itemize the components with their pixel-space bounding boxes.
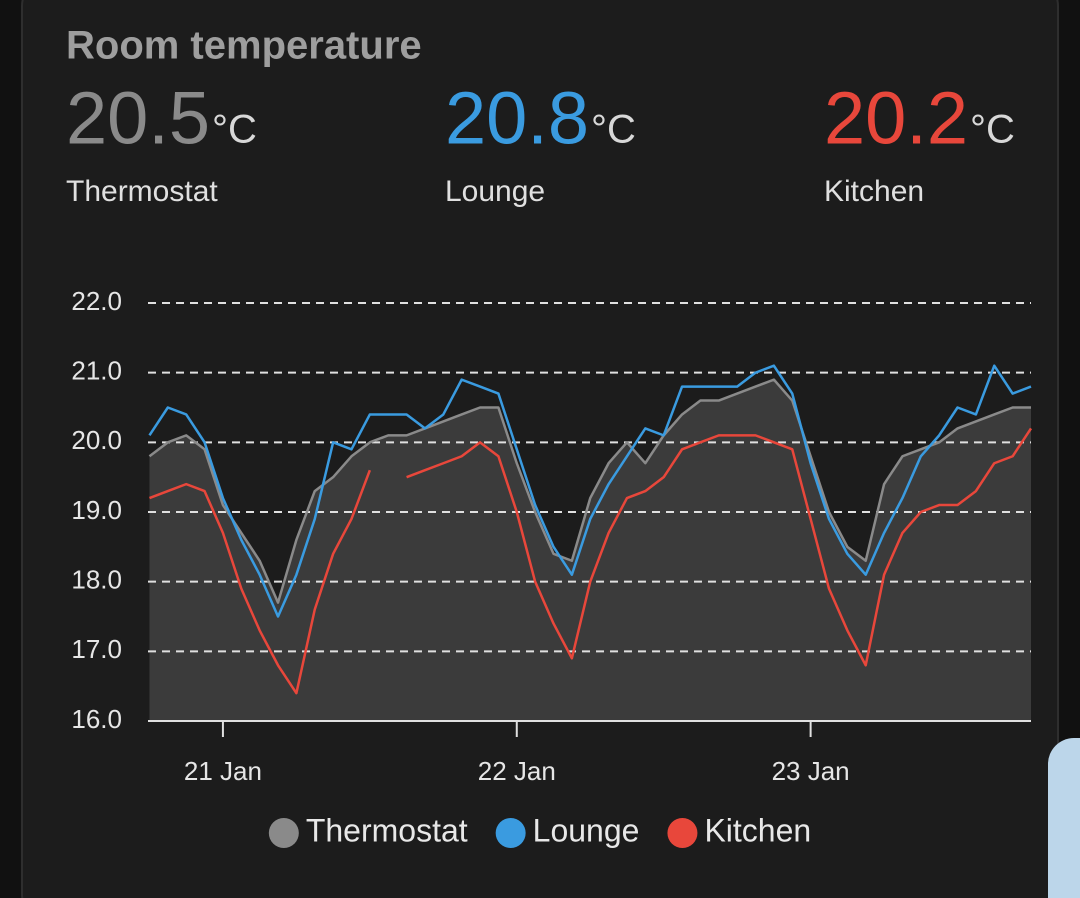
legend-label: Lounge xyxy=(533,812,640,848)
entity-name: Kitchen xyxy=(824,175,924,208)
entity-value: 20.2 xyxy=(824,77,968,160)
y-tick-label: 20.0 xyxy=(71,425,122,455)
entity-unit: °C xyxy=(212,108,257,152)
legend-swatch xyxy=(495,818,526,848)
entity-value: 20.8 xyxy=(445,77,589,160)
line xyxy=(148,364,1032,618)
side-panel-edge xyxy=(1048,738,1080,898)
card-title: Room temperature xyxy=(66,24,422,68)
legend: Thermostat Lounge Kitchen xyxy=(268,812,811,848)
entity-name: Lounge xyxy=(445,175,545,208)
y-tick-label: 17.0 xyxy=(71,634,122,664)
x-tick-label: 23 Jan xyxy=(772,756,850,786)
legend-label: Thermostat xyxy=(306,812,468,848)
entity-unit: °C xyxy=(970,108,1015,152)
entity-unit: °C xyxy=(591,108,636,152)
legend-label: Kitchen xyxy=(704,812,811,848)
x-tick-label: 22 Jan xyxy=(478,756,556,786)
y-tick-label: 16.0 xyxy=(71,704,122,734)
legend-swatch xyxy=(667,818,698,848)
line xyxy=(149,427,1033,695)
legend-swatch xyxy=(268,818,299,848)
y-tick-label: 18.0 xyxy=(71,565,122,595)
entity-value: 20.5 xyxy=(66,77,210,160)
y-tick-label: 21.0 xyxy=(71,356,122,386)
y-tick-label: 22.0 xyxy=(71,286,122,316)
entity-name: Thermostat xyxy=(66,175,218,208)
x-tick-label: 21 Jan xyxy=(184,756,262,786)
line xyxy=(148,378,1031,604)
y-tick-label: 19.0 xyxy=(71,495,122,525)
